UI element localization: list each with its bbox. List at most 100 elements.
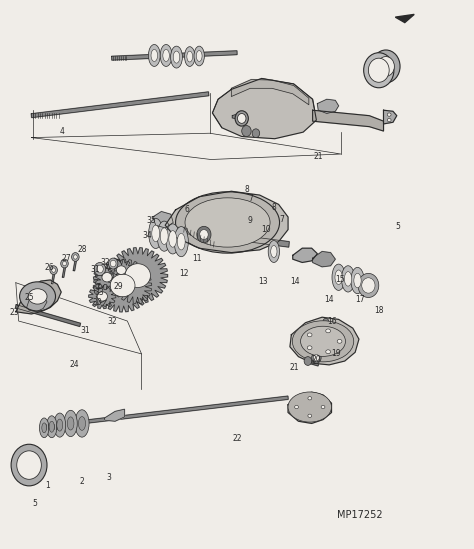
Ellipse shape: [174, 227, 188, 257]
Ellipse shape: [11, 444, 47, 486]
Polygon shape: [63, 261, 67, 277]
Text: 7: 7: [280, 215, 284, 224]
Polygon shape: [93, 259, 152, 312]
Text: MP17252: MP17252: [337, 511, 383, 520]
Ellipse shape: [326, 350, 330, 354]
Ellipse shape: [307, 333, 312, 337]
Ellipse shape: [242, 126, 251, 137]
Ellipse shape: [72, 253, 79, 261]
Ellipse shape: [75, 410, 89, 437]
Ellipse shape: [61, 259, 68, 268]
Polygon shape: [165, 191, 288, 253]
Text: 16: 16: [327, 317, 337, 326]
Ellipse shape: [165, 224, 180, 254]
Ellipse shape: [46, 416, 57, 438]
Ellipse shape: [337, 339, 342, 343]
Ellipse shape: [19, 282, 55, 311]
Text: 1: 1: [46, 481, 50, 490]
Ellipse shape: [185, 198, 270, 247]
Ellipse shape: [196, 51, 202, 61]
Ellipse shape: [345, 272, 352, 286]
Ellipse shape: [301, 326, 346, 356]
Ellipse shape: [52, 268, 55, 272]
Text: 21: 21: [290, 363, 300, 372]
Ellipse shape: [335, 270, 342, 284]
Polygon shape: [231, 80, 309, 105]
Polygon shape: [16, 280, 61, 314]
Text: 6: 6: [185, 205, 190, 214]
Polygon shape: [89, 284, 116, 309]
Ellipse shape: [235, 111, 248, 126]
Text: 19: 19: [331, 349, 341, 358]
Ellipse shape: [169, 231, 177, 247]
Polygon shape: [175, 227, 289, 247]
Ellipse shape: [73, 255, 77, 259]
Ellipse shape: [326, 329, 330, 333]
Ellipse shape: [307, 346, 312, 350]
Text: 4: 4: [60, 126, 64, 136]
Ellipse shape: [171, 46, 182, 68]
Text: 32: 32: [107, 317, 117, 326]
Ellipse shape: [308, 414, 312, 417]
Ellipse shape: [110, 260, 116, 267]
Text: 17: 17: [355, 295, 365, 304]
Ellipse shape: [387, 113, 391, 116]
Polygon shape: [27, 294, 47, 312]
Ellipse shape: [362, 278, 375, 293]
Text: 18: 18: [374, 306, 383, 315]
Ellipse shape: [321, 405, 325, 408]
Ellipse shape: [314, 355, 319, 361]
Text: 7: 7: [249, 194, 254, 204]
Ellipse shape: [288, 392, 331, 422]
Ellipse shape: [160, 228, 168, 244]
Text: 28: 28: [77, 245, 87, 254]
Text: 24: 24: [69, 360, 79, 369]
Ellipse shape: [377, 57, 394, 76]
Ellipse shape: [351, 267, 364, 294]
Text: 3: 3: [106, 473, 111, 481]
Ellipse shape: [237, 114, 246, 124]
Text: 15: 15: [335, 276, 345, 284]
Ellipse shape: [268, 240, 280, 262]
Ellipse shape: [332, 264, 345, 290]
Polygon shape: [52, 267, 56, 284]
Text: 31: 31: [91, 265, 100, 273]
Text: 25: 25: [24, 293, 34, 302]
Polygon shape: [232, 113, 246, 120]
Ellipse shape: [152, 225, 160, 242]
Ellipse shape: [63, 261, 66, 266]
Ellipse shape: [200, 229, 208, 239]
Text: 21: 21: [313, 152, 323, 161]
Ellipse shape: [173, 51, 180, 63]
Ellipse shape: [163, 49, 169, 61]
Text: 20: 20: [311, 355, 321, 364]
Ellipse shape: [368, 58, 389, 82]
Ellipse shape: [148, 44, 160, 66]
Polygon shape: [73, 254, 77, 271]
Text: 31: 31: [80, 326, 90, 335]
Text: 9: 9: [248, 216, 253, 225]
Polygon shape: [288, 392, 331, 423]
Ellipse shape: [125, 264, 150, 288]
Ellipse shape: [110, 274, 135, 296]
Text: 23: 23: [9, 309, 19, 317]
Ellipse shape: [97, 265, 103, 273]
Text: 29: 29: [113, 282, 123, 291]
Text: 12: 12: [179, 269, 189, 278]
Text: 27: 27: [61, 254, 71, 262]
Ellipse shape: [312, 352, 321, 363]
Polygon shape: [313, 251, 335, 267]
Ellipse shape: [184, 47, 195, 66]
Polygon shape: [313, 110, 383, 131]
Ellipse shape: [94, 262, 106, 276]
Ellipse shape: [271, 245, 277, 257]
Ellipse shape: [64, 410, 77, 436]
Ellipse shape: [292, 321, 354, 362]
Ellipse shape: [364, 53, 394, 88]
Ellipse shape: [175, 192, 280, 253]
Ellipse shape: [50, 266, 57, 274]
Ellipse shape: [197, 226, 211, 243]
Ellipse shape: [97, 292, 108, 301]
Text: 22: 22: [232, 434, 242, 443]
Text: 35: 35: [146, 216, 156, 225]
